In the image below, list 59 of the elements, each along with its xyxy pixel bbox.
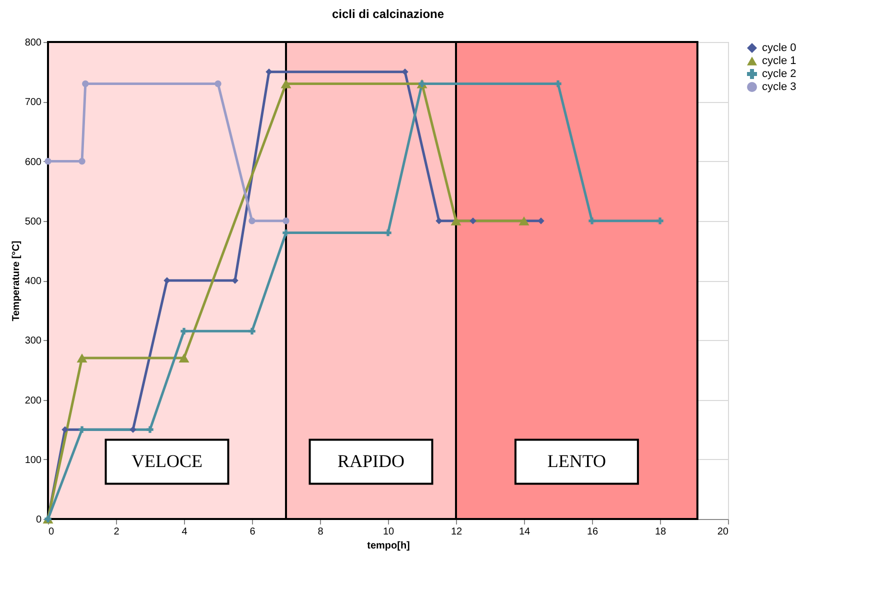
- point: [180, 328, 188, 335]
- band-label: RAPIDO: [337, 450, 405, 471]
- x-tick-label: 10: [382, 526, 394, 538]
- legend-label: cycle 2: [762, 68, 796, 80]
- band-label: LENTO: [547, 450, 606, 471]
- point: [450, 216, 462, 226]
- x-tick-label: 18: [654, 526, 666, 538]
- chart-title: cicli di calcinazione: [332, 7, 444, 21]
- x-tick-label: 2: [114, 526, 120, 538]
- legend-label: cycle 3: [762, 81, 796, 93]
- y-tick-label: 700: [24, 97, 42, 108]
- point: [214, 80, 222, 88]
- point: [164, 277, 170, 284]
- point: [248, 218, 256, 224]
- x-tick-label: 0: [48, 526, 54, 538]
- point: [282, 229, 290, 236]
- point: [588, 218, 596, 224]
- x-tick-label: 6: [250, 526, 256, 538]
- point: [232, 277, 238, 284]
- y-tick-label: 800: [24, 38, 42, 48]
- y-tick-label: 300: [24, 336, 42, 347]
- legend-label: cycle 1: [762, 55, 796, 67]
- point: [538, 218, 544, 224]
- y-axis-title: Temperature [°C]: [10, 240, 22, 322]
- point: [266, 68, 272, 76]
- band-label: VELOCE: [132, 450, 202, 471]
- legend-label: cycle 0: [762, 42, 796, 54]
- x-tick-label: 4: [182, 526, 188, 538]
- point: [130, 426, 136, 433]
- point: [656, 218, 664, 224]
- point: [554, 80, 562, 88]
- x-tick-label: 8: [318, 526, 324, 538]
- point: [78, 426, 86, 433]
- point: [178, 353, 190, 363]
- point: [436, 218, 442, 224]
- point: [280, 79, 292, 88]
- y-tick-label: 100: [24, 454, 42, 466]
- point: [248, 328, 256, 335]
- point: [146, 426, 154, 433]
- y-tick-label: 600: [24, 156, 42, 168]
- point: [384, 229, 392, 236]
- y-tick-label: 0: [36, 514, 42, 526]
- point: [44, 158, 52, 165]
- x-tick-label: 14: [518, 526, 530, 538]
- x-tick-label: 12: [450, 526, 462, 538]
- point: [76, 353, 88, 363]
- y-tick-label: 200: [24, 395, 42, 406]
- point: [82, 80, 89, 88]
- point: [282, 218, 290, 224]
- y-tick-label: 500: [24, 216, 42, 228]
- y-tick-label: 400: [24, 276, 42, 287]
- point: [402, 68, 408, 76]
- point: [518, 216, 530, 226]
- x-tick-label: 20: [717, 526, 729, 538]
- x-axis-title: tempo[h]: [367, 540, 410, 552]
- point: [78, 158, 86, 165]
- point: [470, 218, 476, 224]
- point: [62, 426, 68, 433]
- x-tick-label: 16: [586, 526, 598, 538]
